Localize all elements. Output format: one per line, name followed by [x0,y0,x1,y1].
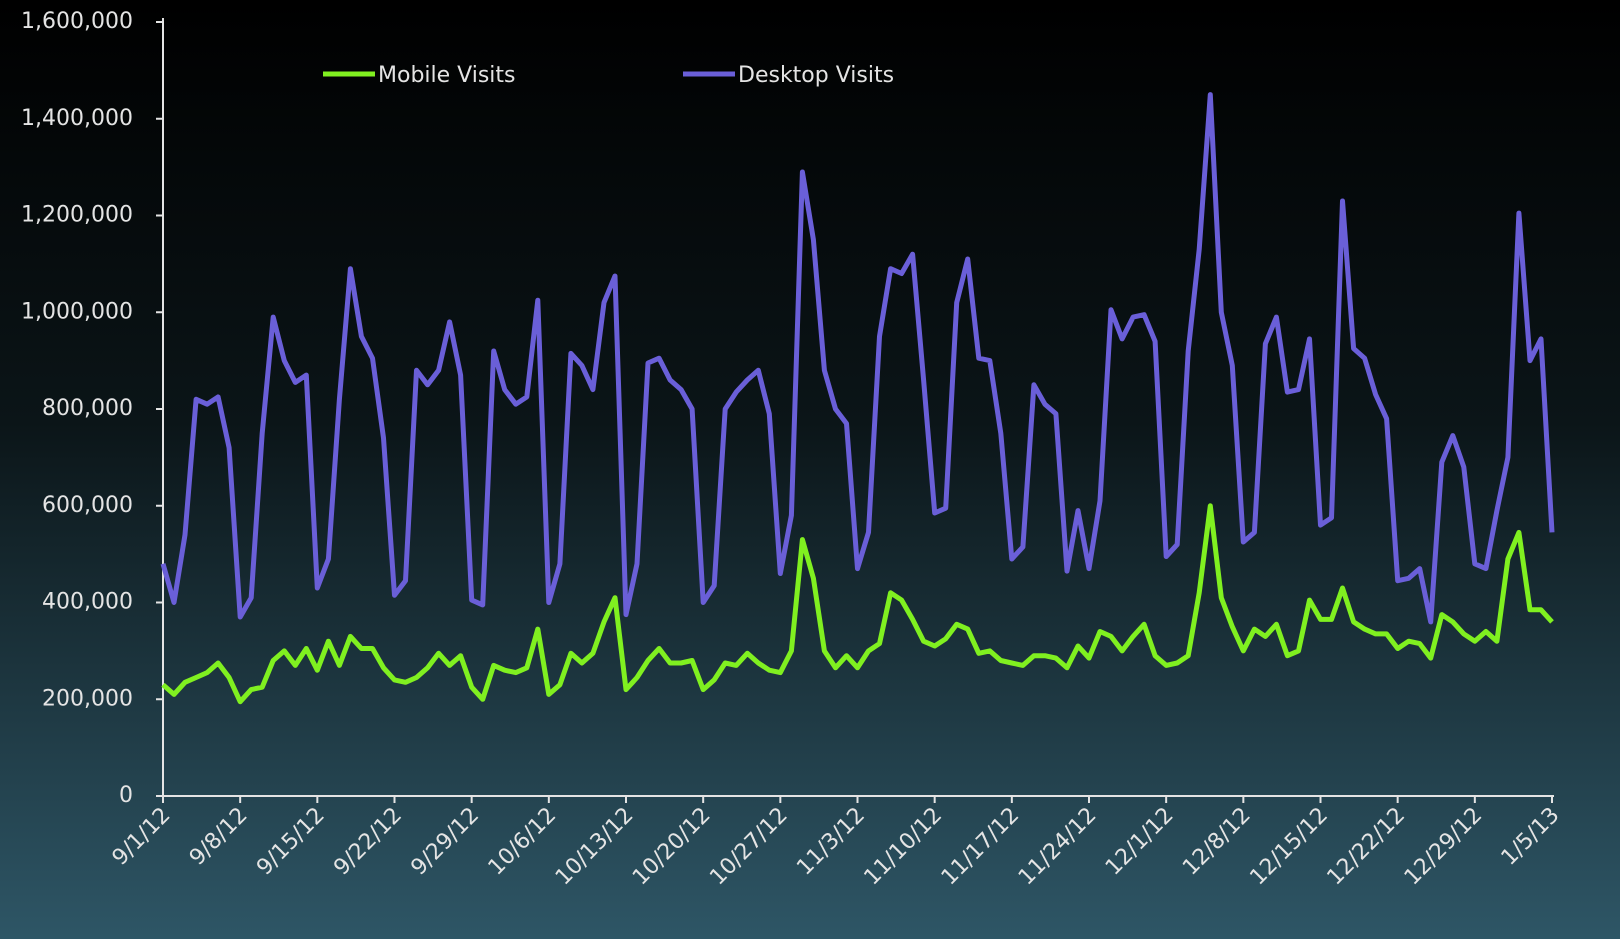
y-tick-label: 1,200,000 [21,203,133,228]
legend-label: Desktop Visits [738,63,894,88]
y-tick-label: 200,000 [42,686,133,711]
y-tick-label: 1,600,000 [21,9,133,34]
y-tick-label: 800,000 [42,396,133,421]
legend-label: Mobile Visits [378,63,516,88]
series-line [161,503,1554,705]
y-tick-label: 1,000,000 [21,299,133,324]
series-line [160,92,1555,625]
y-tick-label: 400,000 [42,590,133,615]
y-tick-label: 0 [119,783,133,808]
y-tick-label: 1,400,000 [21,106,133,131]
y-tick-label: 600,000 [42,493,133,518]
